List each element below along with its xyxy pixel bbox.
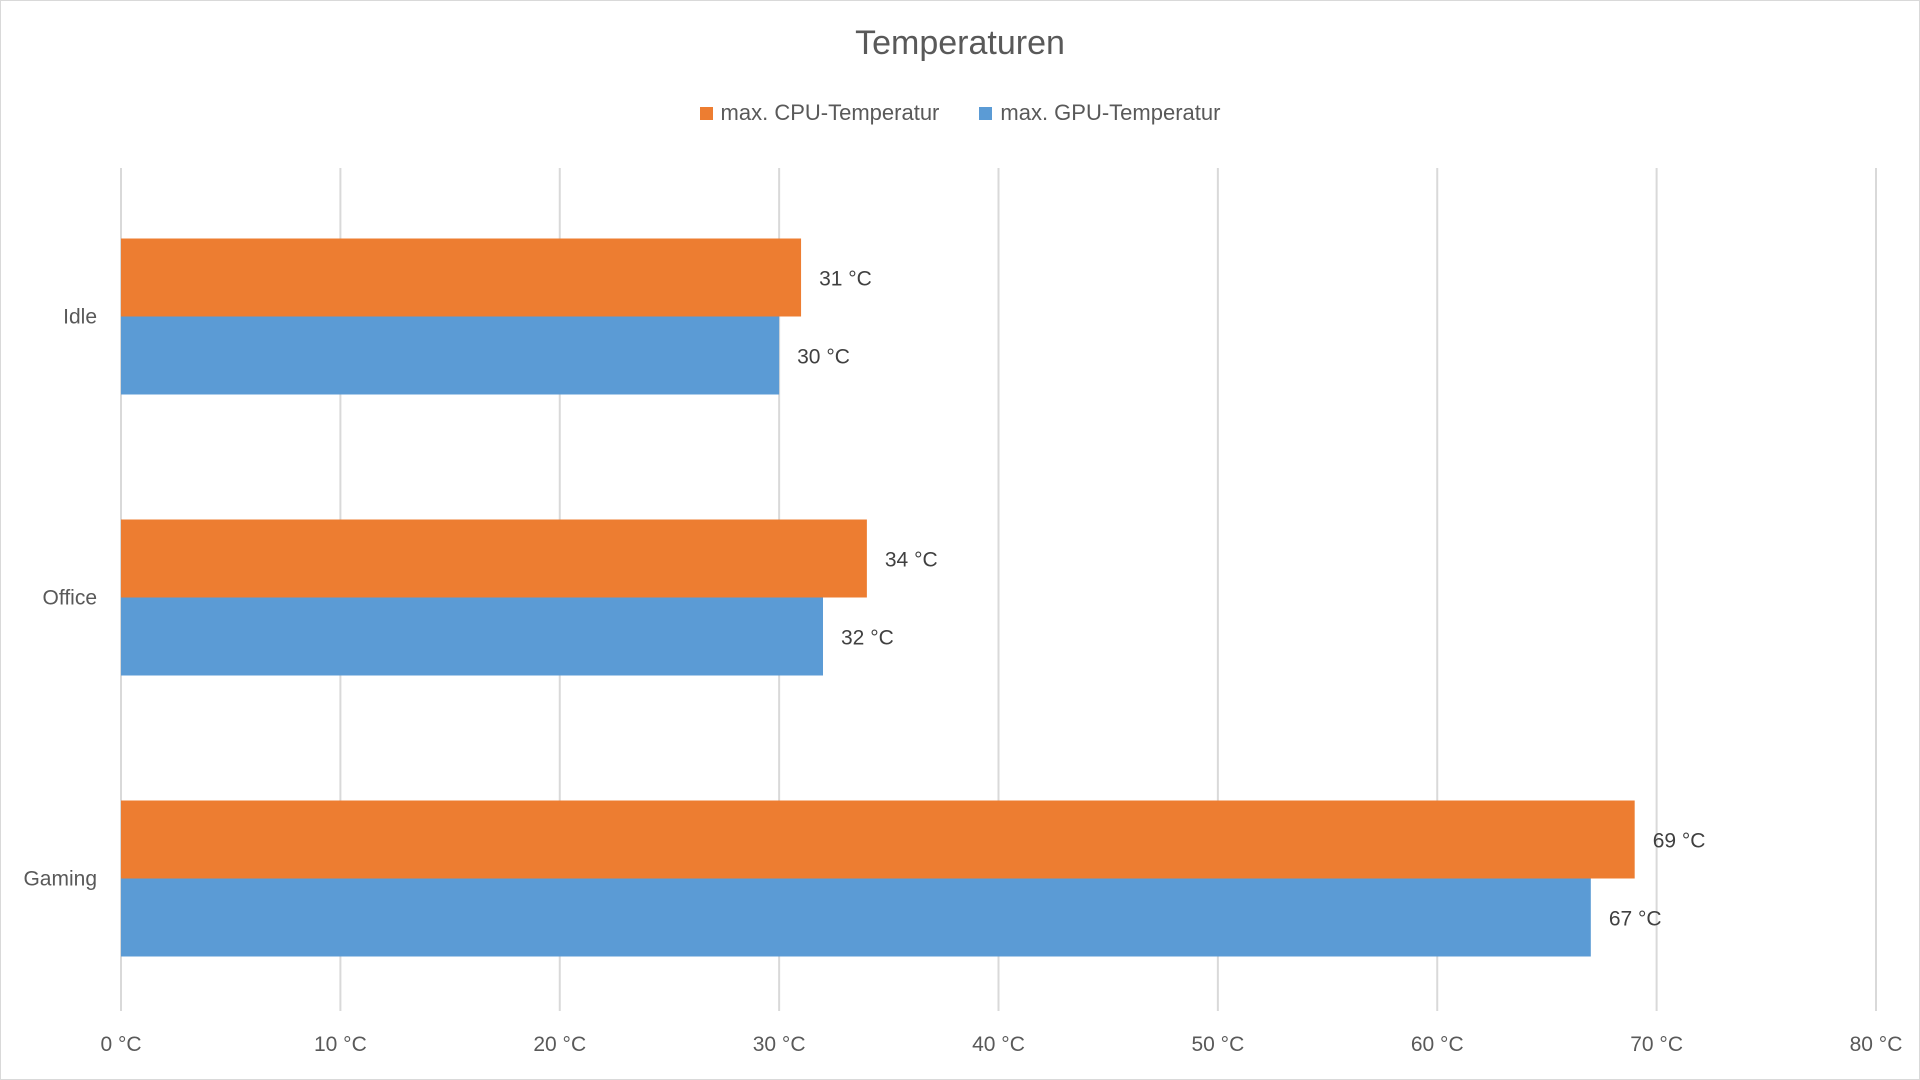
bar-gpu — [121, 316, 780, 395]
x-tick-label: 30 °C — [753, 1033, 806, 1056]
bar-cpu — [121, 238, 802, 317]
data-label: 34 °C — [885, 549, 938, 572]
x-tick-label: 0 °C — [100, 1033, 141, 1056]
legend-item-gpu: max. GPU-Temperatur — [979, 100, 1220, 126]
data-label: 31 °C — [819, 268, 872, 291]
data-label: 69 °C — [1653, 830, 1706, 853]
category-label: Office — [43, 587, 97, 610]
chart-title: Temperaturen — [855, 24, 1065, 62]
x-tick-label: 60 °C — [1411, 1033, 1464, 1056]
data-label: 30 °C — [797, 346, 850, 369]
legend-swatch-gpu — [979, 106, 993, 120]
category-label: Gaming — [23, 868, 97, 891]
bar-gpu — [121, 878, 1591, 957]
x-tick-label: 10 °C — [314, 1033, 367, 1056]
data-label: 32 °C — [841, 627, 894, 650]
legend-label-gpu: max. GPU-Temperatur — [1000, 100, 1221, 125]
legend-swatch-cpu — [699, 106, 713, 120]
x-tick-label: 40 °C — [972, 1033, 1025, 1056]
data-label: 67 °C — [1609, 908, 1662, 931]
bar-gpu — [121, 597, 823, 676]
bar-cpu — [121, 800, 1635, 879]
bar-cpu — [121, 519, 867, 598]
x-tick-label: 50 °C — [1191, 1033, 1244, 1056]
legend-label-cpu: max. CPU-Temperatur — [720, 100, 940, 125]
x-tick-label: 70 °C — [1630, 1033, 1683, 1056]
legend-item-cpu: max. CPU-Temperatur — [699, 100, 940, 126]
legend: max. CPU-Temperatur max. GPU-Temperatur — [0, 100, 1920, 126]
x-tick-label: 20 °C — [533, 1033, 586, 1056]
x-tick-label: 80 °C — [1850, 1033, 1903, 1056]
category-label: Idle — [63, 306, 97, 329]
